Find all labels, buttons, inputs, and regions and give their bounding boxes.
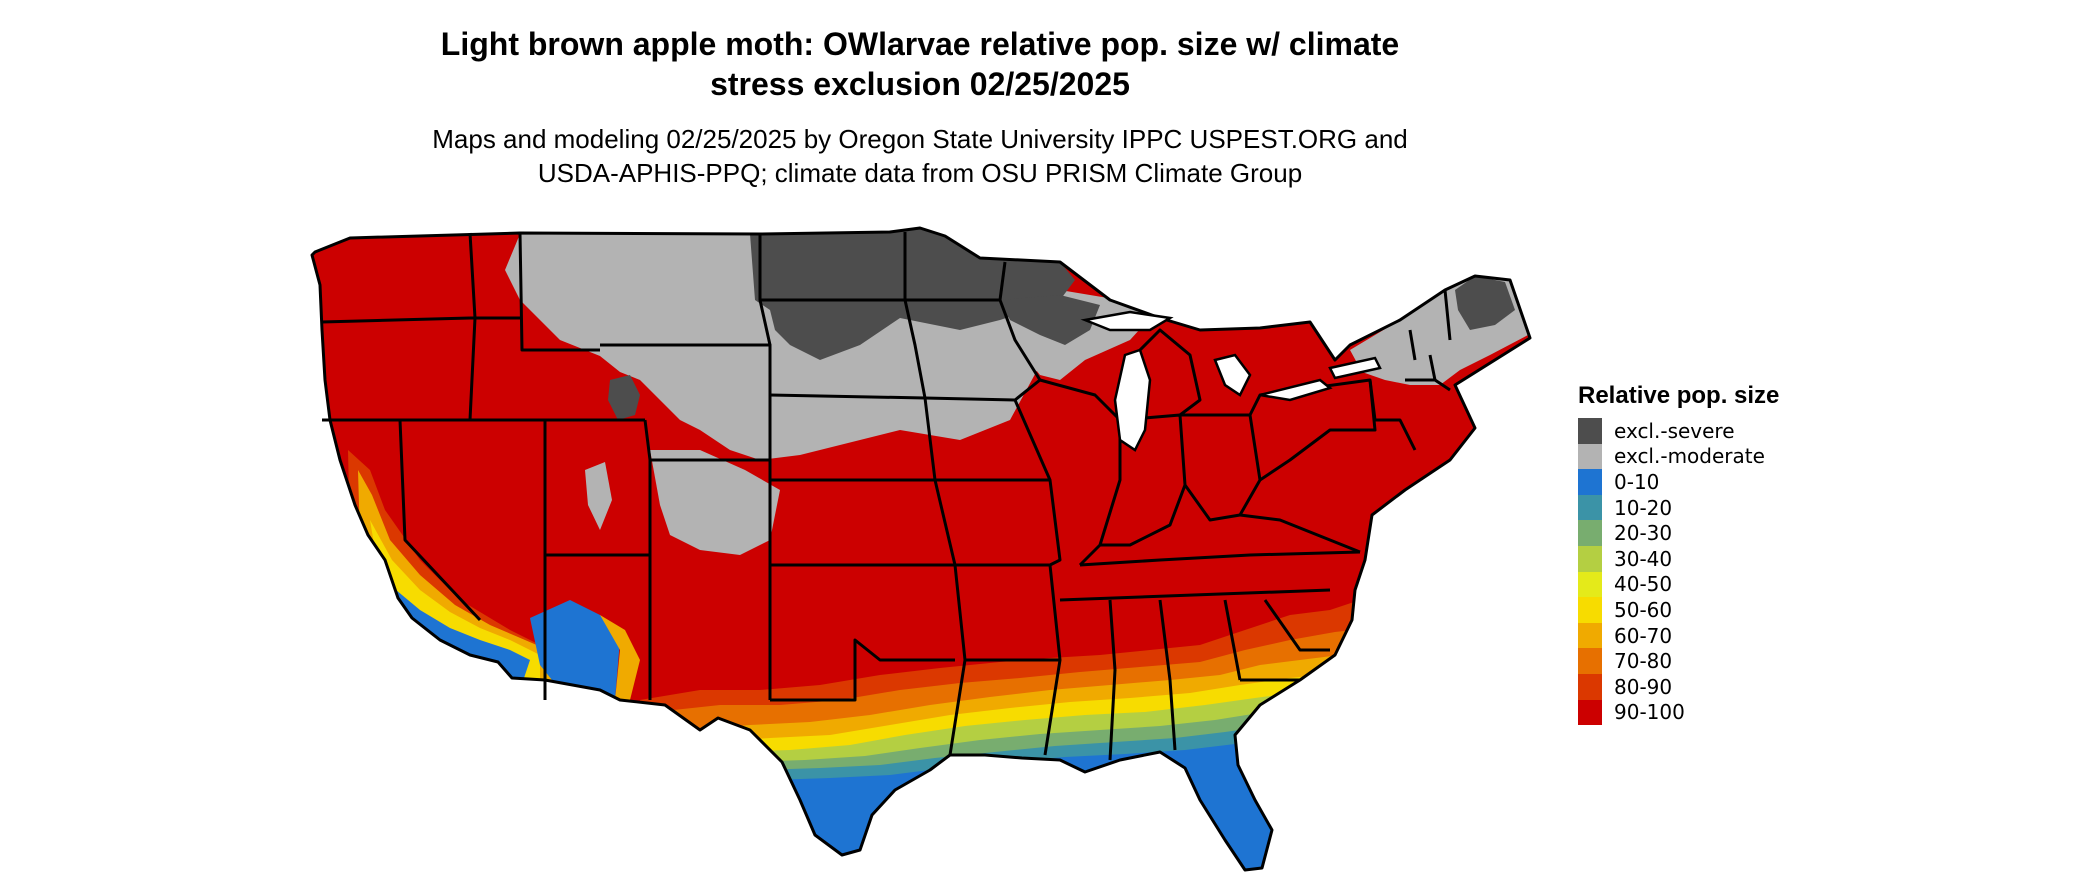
legend-swatch [1578, 545, 1602, 572]
legend-title: Relative pop. size [1578, 382, 1780, 409]
legend-swatch [1578, 571, 1602, 598]
legend-swatch [1578, 622, 1602, 649]
legend-item: excl.-moderate [1578, 443, 1779, 470]
map-subtitle: Maps and modeling 02/25/2025 by Oregon S… [300, 122, 1540, 190]
legend-label: 0-10 [1614, 469, 1660, 494]
legend-swatch [1578, 597, 1602, 623]
legend-swatch [1578, 469, 1602, 495]
legend-swatch [1578, 443, 1602, 470]
legend-swatch [1578, 699, 1602, 726]
legend-swatch [1578, 418, 1602, 444]
title-line-1: Light brown apple moth: OWlarvae relativ… [440, 26, 1400, 62]
legend-label: excl.-severe [1614, 418, 1735, 443]
legend-item: 80-90 [1578, 673, 1779, 700]
map-title: Light brown apple moth: OWlarvae relativ… [300, 24, 1540, 104]
legend-item: 50-60 [1578, 597, 1779, 623]
legend-label: 50-60 [1614, 597, 1673, 622]
legend-label: 80-90 [1614, 674, 1673, 699]
legend-label: 90-100 [1614, 700, 1685, 725]
legend: Relative pop. size excl.-severe excl.-mod… [1578, 382, 1780, 726]
legend-item: 20-30 [1578, 520, 1779, 546]
legend-item: excl.-severe [1578, 418, 1779, 444]
legend-item: 90-100 [1578, 699, 1779, 726]
legend-item: 10-20 [1578, 494, 1779, 521]
legend-label: 40-50 [1614, 572, 1673, 597]
legend-item: 60-70 [1578, 622, 1779, 649]
legend-swatch [1578, 673, 1602, 700]
legend-item: 40-50 [1578, 571, 1779, 598]
legend-label: 70-80 [1614, 649, 1673, 674]
legend-label: excl.-moderate [1614, 444, 1765, 469]
great-lakes [1080, 310, 1382, 452]
state-boundaries [310, 226, 1532, 872]
legend-swatch [1578, 520, 1602, 546]
subtitle-line-1: Maps and modeling 02/25/2025 by Oregon S… [432, 124, 1408, 154]
legend-label: 60-70 [1614, 623, 1673, 648]
legend-swatch [1578, 494, 1602, 521]
population-raster [312, 228, 1530, 870]
legend-items: excl.-severe excl.-moderate 0-10 10-20 20-30… [1578, 418, 1779, 726]
legend-item: 30-40 [1578, 545, 1779, 572]
conus-map [310, 226, 1532, 872]
legend-label: 10-20 [1614, 495, 1673, 520]
legend-swatch [1578, 648, 1602, 674]
legend-item: 0-10 [1578, 469, 1779, 495]
legend-label: 30-40 [1614, 546, 1673, 571]
title-line-2: stress exclusion 02/25/2025 [710, 66, 1130, 102]
subtitle-line-2: USDA-APHIS-PPQ; climate data from OSU PR… [537, 158, 1303, 188]
legend-item: 70-80 [1578, 648, 1779, 674]
legend-label: 20-30 [1614, 521, 1673, 546]
